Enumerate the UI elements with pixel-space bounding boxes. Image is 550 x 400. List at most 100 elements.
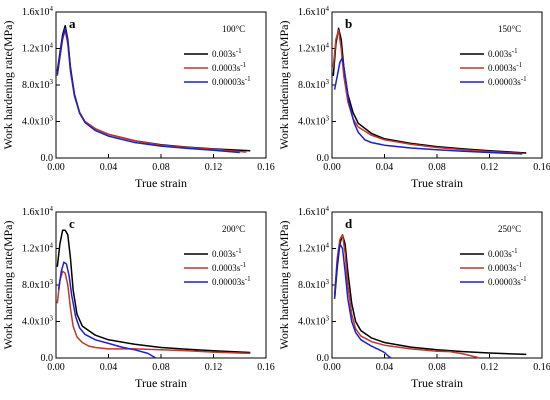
- y-tick-label-base: 1.2x10: [298, 44, 326, 55]
- x-tick-label: 0.12: [205, 362, 223, 373]
- y-tick-label: 0.0: [317, 353, 330, 364]
- legend-label-base: 0.003s: [212, 249, 236, 259]
- y-tick-label-exp: 3: [50, 278, 54, 286]
- temperature-label: 100°C: [222, 24, 245, 34]
- panel-c: 0.00 0.04 0.08 0.12 0.160.04.0x1038.0x1031.2…: [1, 205, 275, 390]
- series-line-0: [333, 234, 527, 356]
- x-tick-label: 0.00: [323, 162, 341, 173]
- legend-label: 0.00003s-1: [488, 275, 527, 287]
- y-axis-title: Work hardening rate(MPa): [277, 221, 291, 350]
- y-tick-label-base: 4.0x10: [298, 117, 326, 128]
- y-tick-label-exp: 4: [326, 242, 330, 250]
- legend-label-exp: -1: [516, 261, 522, 269]
- y-tick-label-exp: 4: [50, 42, 54, 50]
- legend-label: 0.003s-1: [212, 247, 242, 259]
- legend-label: 0.0003s-1: [212, 61, 247, 73]
- legend-label: 0.00003s-1: [212, 275, 251, 287]
- x-axis-title: True strain: [411, 376, 463, 390]
- legend-label-exp: -1: [512, 47, 518, 55]
- legend-label-base: 0.00003s: [212, 277, 245, 287]
- temperature-label: 200°C: [222, 224, 245, 234]
- y-tick-label-exp: 3: [50, 78, 54, 86]
- y-tick-label: 1.2x104: [22, 242, 54, 255]
- series-line-1: [56, 270, 251, 355]
- y-tick-label-exp: 4: [50, 242, 54, 250]
- y-tick-label-base: 0.0: [41, 153, 54, 164]
- legend-label: 0.003s-1: [212, 47, 242, 59]
- legend-label-base: 0.0003s: [212, 63, 241, 73]
- y-tick-label-base: 4.0x10: [22, 117, 50, 128]
- x-tick-label: 0.04: [376, 362, 394, 373]
- y-tick-label: 1.6x104: [22, 5, 54, 18]
- legend-label-exp: -1: [521, 75, 527, 83]
- panel-letter: a: [69, 16, 76, 31]
- x-tick-label: 0.04: [100, 362, 118, 373]
- y-tick-label-base: 8.0x10: [22, 280, 50, 291]
- y-tick-label-base: 0.0: [317, 153, 330, 164]
- y-tick-label: 0.0: [41, 353, 54, 364]
- y-tick-label-base: 8.0x10: [298, 280, 326, 291]
- legend-label: 0.00003s-1: [212, 75, 251, 87]
- temperature-label: 150°C: [498, 24, 521, 34]
- series-line-0: [56, 24, 251, 152]
- y-tick-label-base: 0.0: [41, 353, 54, 364]
- x-tick-label: 0.00: [323, 362, 341, 373]
- series-line-2: [333, 56, 523, 155]
- legend-label: 0.0003s-1: [212, 261, 247, 273]
- y-tick-label: 4.0x103: [298, 115, 330, 128]
- y-tick-label: 8.0x103: [298, 278, 330, 291]
- legend-label-base: 0.00003s: [488, 77, 521, 87]
- y-tick-label-exp: 4: [50, 5, 54, 13]
- y-tick-label-base: 1.6x10: [298, 7, 326, 18]
- series-line-2: [333, 243, 392, 359]
- y-tick-label: 1.2x104: [298, 242, 330, 255]
- panel-b: 0.00 0.04 0.08 0.12 0.160.04.0x1038.0x1031.2…: [277, 5, 550, 190]
- y-tick-label-base: 8.0x10: [298, 80, 326, 91]
- legend-label-base: 0.003s: [488, 49, 512, 59]
- x-tick-label: 0.08: [428, 162, 446, 173]
- x-tick-label: 0.16: [257, 362, 275, 373]
- y-tick-label: 4.0x103: [298, 315, 330, 328]
- series-line-2: [56, 27, 240, 154]
- y-tick-label-exp: 3: [326, 78, 330, 86]
- y-tick-label: 1.6x104: [298, 205, 330, 218]
- series-line-1: [333, 234, 480, 359]
- x-tick-label: 0.12: [481, 162, 499, 173]
- x-axis-title: True strain: [411, 176, 463, 190]
- legend-label-exp: -1: [521, 275, 527, 283]
- legend-label-base: 0.0003s: [488, 63, 517, 73]
- y-tick-label-exp: 3: [50, 115, 54, 123]
- x-axis-title: True strain: [135, 376, 187, 390]
- x-tick-label: 0.08: [152, 162, 170, 173]
- y-tick-label: 1.2x104: [298, 42, 330, 55]
- y-tick-label-exp: 3: [326, 315, 330, 323]
- x-axis-title: True strain: [135, 176, 187, 190]
- y-tick-label-exp: 3: [326, 278, 330, 286]
- y-tick-label: 0.0: [317, 153, 330, 164]
- temperature-label: 250°C: [498, 224, 521, 234]
- legend-label-exp: -1: [516, 61, 522, 69]
- y-tick-label: 8.0x103: [22, 78, 54, 91]
- y-tick-label: 1.6x104: [298, 5, 330, 18]
- y-tick-label-exp: 3: [326, 115, 330, 123]
- x-tick-label: 0.00: [47, 162, 65, 173]
- legend-label-base: 0.003s: [488, 249, 512, 259]
- series-line-1: [332, 29, 523, 155]
- y-tick-label-base: 8.0x10: [22, 80, 50, 91]
- y-tick-label: 1.6x104: [22, 205, 54, 218]
- legend-label-exp: -1: [236, 247, 242, 255]
- y-tick-label-base: 1.6x10: [22, 207, 50, 218]
- y-tick-label-exp: 4: [326, 42, 330, 50]
- series-line-0: [56, 229, 251, 354]
- y-tick-label-exp: 4: [326, 5, 330, 13]
- x-tick-label: 0.04: [100, 162, 118, 173]
- y-tick-label-base: 1.6x10: [298, 207, 326, 218]
- x-tick-label: 0.16: [257, 162, 275, 173]
- legend-label: 0.003s-1: [488, 247, 518, 259]
- y-tick-label-base: 1.2x10: [22, 44, 50, 55]
- legend-label: 0.00003s-1: [488, 75, 527, 87]
- y-tick-label: 0.0: [41, 153, 54, 164]
- legend-label: 0.0003s-1: [488, 61, 523, 73]
- x-tick-label: 0.12: [481, 362, 499, 373]
- y-tick-label-exp: 4: [50, 205, 54, 213]
